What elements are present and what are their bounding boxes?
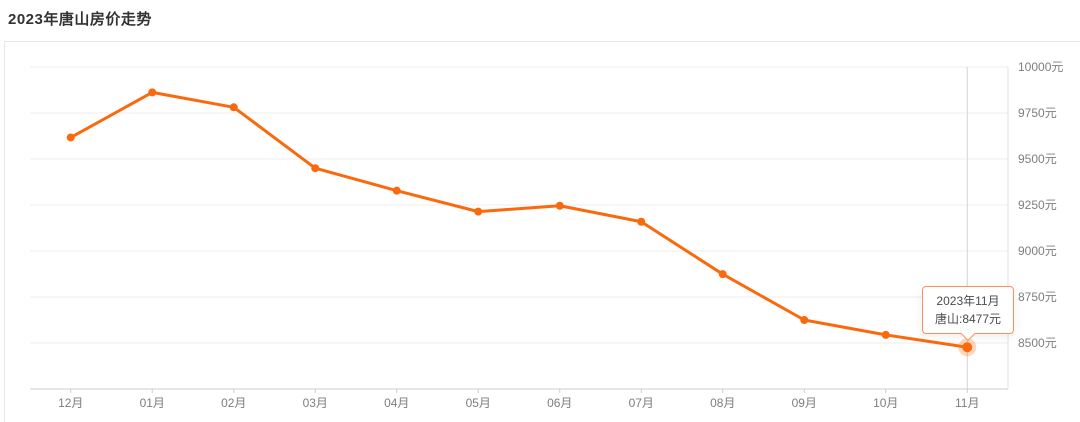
y-axis-label: 9000元 (1018, 244, 1057, 258)
data-point[interactable] (555, 201, 564, 210)
data-point[interactable] (800, 316, 809, 324)
data-point[interactable] (637, 217, 646, 226)
tooltip-date: 2023年11月 (936, 294, 1000, 308)
data-point[interactable] (66, 133, 75, 142)
x-axis-label: 11月 (955, 396, 979, 410)
x-axis-label: 09月 (792, 396, 817, 410)
price-trend-chart: 10000元 9750元 9500元 9250元 9000元 8750元 8500元 12月 0… (30, 60, 1063, 410)
x-axis-label: 02月 (221, 396, 246, 410)
tooltip: 2023年11月 唐山:8477元 (922, 286, 1014, 342)
y-axis-label: 9500元 (1018, 152, 1057, 166)
x-axis-label: 10月 (873, 396, 898, 410)
x-axis-label: 12月 (58, 396, 83, 410)
data-point[interactable] (474, 207, 483, 216)
data-point[interactable] (148, 88, 157, 97)
x-axis-label: 01月 (140, 396, 165, 410)
y-axis-label: 8500元 (1018, 336, 1057, 350)
chart-card: 10000元 9750元 9500元 9250元 9000元 8750元 8500元 12月 0… (4, 41, 1080, 422)
page-title: 2023年唐山房价走势 (8, 11, 152, 28)
x-axis-label: 03月 (303, 396, 328, 410)
tooltip-value: 唐山:8477元 (934, 312, 1002, 326)
x-axis-label: 07月 (629, 396, 654, 410)
x-axis-label: 08月 (710, 396, 735, 410)
price-line (69, 90, 969, 349)
highlighted-data-point[interactable] (962, 342, 973, 353)
y-axis-label: 9250元 (1018, 198, 1057, 212)
y-axis-label: 8750元 (1018, 290, 1057, 304)
x-axis-label: 04月 (384, 396, 409, 410)
data-point[interactable] (718, 270, 727, 279)
x-axis-label: 06月 (547, 396, 572, 410)
data-point[interactable] (229, 103, 238, 112)
y-axis-label: 9750元 (1018, 106, 1057, 120)
data-point[interactable] (392, 186, 401, 195)
x-axis-label: 05月 (466, 396, 491, 410)
data-point[interactable] (881, 330, 890, 339)
y-axis-label: 10000元 (1018, 60, 1063, 74)
data-point[interactable] (311, 164, 320, 173)
